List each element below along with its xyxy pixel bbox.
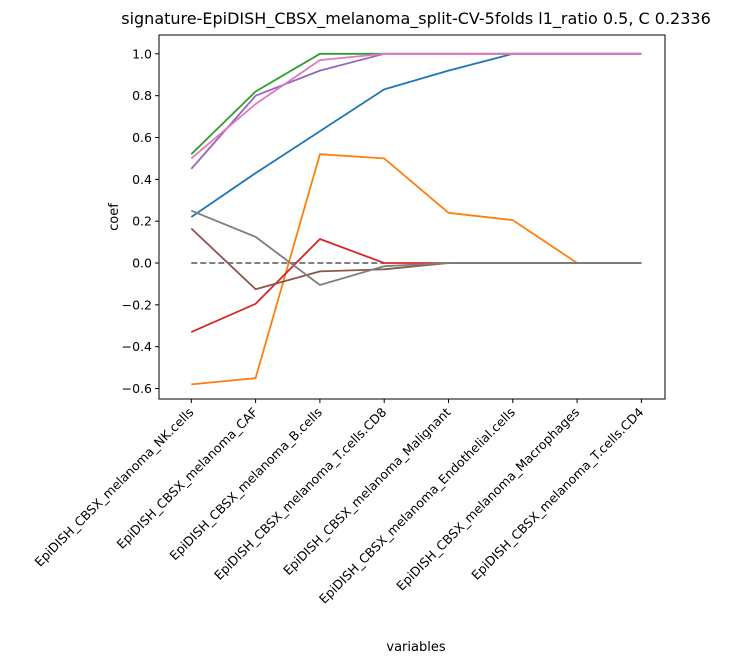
x-tick-label: EpiDISH_CBSX_melanoma_CAF	[114, 405, 261, 552]
plot-area	[190, 52, 642, 386]
series-line-7	[190, 52, 642, 160]
axes-frame	[158, 34, 666, 400]
series-line-6	[190, 227, 642, 291]
series-line-3	[190, 52, 642, 155]
series-line-1	[190, 52, 642, 218]
y-tick-label: 0.4	[132, 172, 152, 187]
y-tick-label: −0.4	[122, 339, 152, 354]
series-line-4	[190, 238, 642, 333]
y-tick-label: −0.2	[122, 297, 152, 312]
series-line-5	[190, 52, 642, 170]
y-tick-label: 0.0	[132, 256, 152, 271]
y-tick-label: 0.8	[132, 88, 152, 103]
y-tick-label: 0.2	[132, 214, 152, 229]
x-axis: EpiDISH_CBSX_melanoma_NK.cellsEpiDISH_CB…	[31, 399, 647, 607]
y-axis-label: coef	[107, 203, 122, 231]
y-tick-label: 0.6	[132, 130, 152, 145]
x-axis-label: variables	[386, 640, 445, 655]
chart-title: signature-EpiDISH_CBSX_melanoma_split-CV…	[121, 9, 711, 29]
y-axis: −0.6 −0.4 −0.2 0.0 0.2 0.4 0.6 0.8 1.0	[122, 46, 159, 396]
y-tick-label: −0.6	[122, 381, 152, 396]
y-tick-label: 1.0	[132, 46, 152, 61]
series-line-2	[191, 153, 642, 386]
series-line-8	[190, 209, 642, 286]
